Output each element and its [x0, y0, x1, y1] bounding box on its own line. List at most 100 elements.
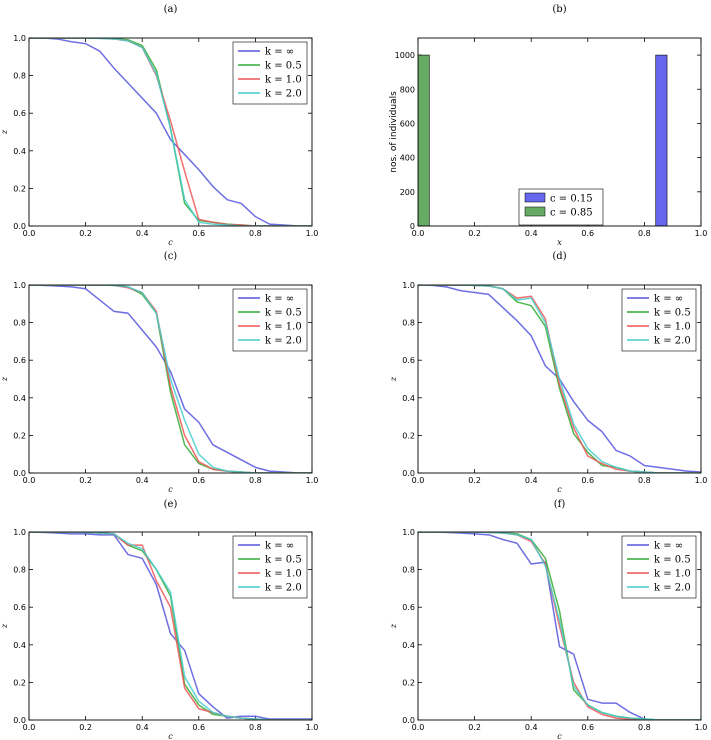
y-tick-label: 0.0 — [13, 222, 26, 231]
panel-b: (b) 0.0 0.2 0.4 0.6 0.8 1.0 0 200 400 600 800 1000 x n… — [389, 4, 707, 247]
legend: k = ∞ k = 0.5 k = 1.0 k = 2.0 — [621, 288, 697, 352]
panel-title: (d) — [552, 251, 566, 262]
y-tick-label: 0.2 — [13, 184, 26, 193]
panel-title: (b) — [552, 4, 566, 15]
x-tick-label: 0.6 — [192, 476, 205, 485]
x-tick-label: 0.2 — [79, 723, 92, 732]
legend-label: k = 1.0 — [265, 322, 302, 333]
legend-label: c = 0.15 — [550, 194, 593, 205]
x-tick-label: 0.4 — [136, 476, 149, 485]
plot-frame — [417, 531, 702, 721]
legend-label: k = 1.0 — [265, 569, 302, 580]
y-tick-label: 0.2 — [402, 431, 415, 440]
legend-label: k = 1.0 — [265, 75, 302, 86]
x-tick-label: 1.0 — [306, 229, 319, 238]
series-line — [29, 532, 312, 720]
legend-label: k = 0.5 — [265, 308, 302, 319]
x-axis-label: c — [557, 732, 562, 740]
series-line — [29, 38, 312, 226]
x-tick-label: 1.0 — [306, 476, 319, 485]
y-tick-label: 0.8 — [13, 72, 26, 81]
legend: k = ∞ k = 0.5 k = 1.0 k = 2.0 — [621, 535, 697, 599]
x-tick-label: 1.0 — [306, 723, 319, 732]
x-tick-label: 0.8 — [249, 476, 262, 485]
panel-title: (e) — [164, 499, 178, 510]
y-tick-label: 800 — [400, 85, 415, 94]
plot-frame — [28, 531, 313, 721]
x-tick-label: 0.8 — [249, 723, 262, 732]
panel-title: (f) — [554, 499, 566, 510]
x-tick-label: 0.8 — [638, 476, 651, 485]
x-tick-label: 0.4 — [525, 476, 538, 485]
legend-label: k = 2.0 — [265, 336, 302, 347]
legend-label: k = 0.5 — [654, 308, 691, 319]
y-tick-label: 0.4 — [402, 394, 415, 403]
y-tick-label: 0.4 — [13, 147, 26, 156]
legend-label: c = 0.85 — [550, 208, 593, 219]
legend-label: k = 0.5 — [265, 61, 302, 72]
panel-f: (f) 0.0 0.2 0.4 0.6 0.8 1.0 0.0 0.2 0.4 0.6 0.8 1.0 c… — [389, 499, 707, 740]
y-tick-label: 0.4 — [13, 394, 26, 403]
legend-label: k = ∞ — [265, 541, 294, 552]
series-line — [29, 285, 312, 473]
y-tick-label: 400 — [400, 154, 415, 163]
legend-label: k = 0.5 — [654, 555, 691, 566]
y-tick-label: 200 — [400, 188, 415, 197]
histogram-bar — [655, 54, 668, 226]
x-tick-label: 1.0 — [695, 723, 708, 732]
y-tick-label: 0.8 — [402, 319, 415, 328]
legend-label: k = ∞ — [654, 294, 683, 305]
x-axis-label: c — [168, 238, 173, 247]
y-tick-label: 0.2 — [13, 678, 26, 687]
legend: k = ∞ k = 0.5 k = 1.0 k = 2.0 — [232, 288, 308, 352]
y-tick-label: 1.0 — [402, 528, 415, 537]
plot-frame — [28, 284, 313, 474]
y-tick-label: 1.0 — [13, 281, 26, 290]
x-axis-label: c — [557, 485, 562, 494]
legend-label: k = 1.0 — [654, 569, 691, 580]
panel-e: (e) 0.0 0.2 0.4 0.6 0.8 1.0 0.0 0.2 0.4 0.6 0.8 1.0 c… — [0, 499, 318, 740]
y-tick-label: 0.6 — [13, 603, 26, 612]
legend-label: k = ∞ — [265, 47, 294, 58]
y-tick-label: 0 — [410, 222, 415, 231]
x-tick-label: 0.0 — [412, 723, 425, 732]
legend-label: k = 1.0 — [654, 322, 691, 333]
x-axis-label: x — [557, 238, 562, 247]
y-tick-label: 0.8 — [13, 566, 26, 575]
x-tick-label: 0.0 — [23, 723, 36, 732]
legend-label: k = ∞ — [265, 294, 294, 305]
plot-data — [29, 285, 312, 473]
x-tick-label: 0.8 — [638, 229, 651, 238]
panel-d: (d) 0.0 0.2 0.4 0.6 0.8 1.0 0.0 0.2 0.4 0.6 0.8 1.0 c… — [389, 251, 707, 494]
x-axis-label: c — [168, 485, 173, 494]
y-tick-label: 0.0 — [13, 716, 26, 725]
x-tick-label: 0.6 — [192, 723, 205, 732]
y-tick-label: 0.4 — [402, 641, 415, 650]
y-tick-label: 1.0 — [402, 281, 415, 290]
x-tick-label: 0.2 — [79, 229, 92, 238]
legend-label: k = 2.0 — [265, 583, 302, 594]
y-tick-label: 0.0 — [402, 716, 415, 725]
histogram-bar — [418, 54, 430, 226]
x-tick-label: 0.2 — [79, 476, 92, 485]
legend-swatch — [524, 192, 546, 203]
panel-c: (c) 0.0 0.2 0.4 0.6 0.8 1.0 0.0 0.2 0.4 0.6 0.8 1.0 c… — [0, 251, 318, 494]
series-line — [29, 285, 312, 473]
panel-a: (a) 0.0 0.2 0.4 0.6 0.8 1.0 0.0 0.2 0.4 0.6 0.8 1.0 c… — [0, 4, 318, 247]
y-axis-label: z — [0, 376, 9, 382]
series-line — [29, 285, 312, 473]
plot-frame — [28, 37, 313, 227]
legend-label: k = ∞ — [654, 541, 683, 552]
x-tick-label: 0.6 — [192, 229, 205, 238]
series-line — [418, 532, 701, 720]
legend-label: k = 2.0 — [654, 336, 691, 347]
y-tick-label: 1000 — [395, 51, 415, 60]
y-tick-label: 600 — [400, 119, 415, 128]
x-tick-label: 0.0 — [412, 476, 425, 485]
series-line — [29, 285, 312, 473]
x-tick-label: 0.4 — [525, 229, 538, 238]
plot-frame — [417, 37, 702, 227]
y-tick-label: 1.0 — [13, 34, 26, 43]
panel-title: (a) — [164, 4, 178, 15]
